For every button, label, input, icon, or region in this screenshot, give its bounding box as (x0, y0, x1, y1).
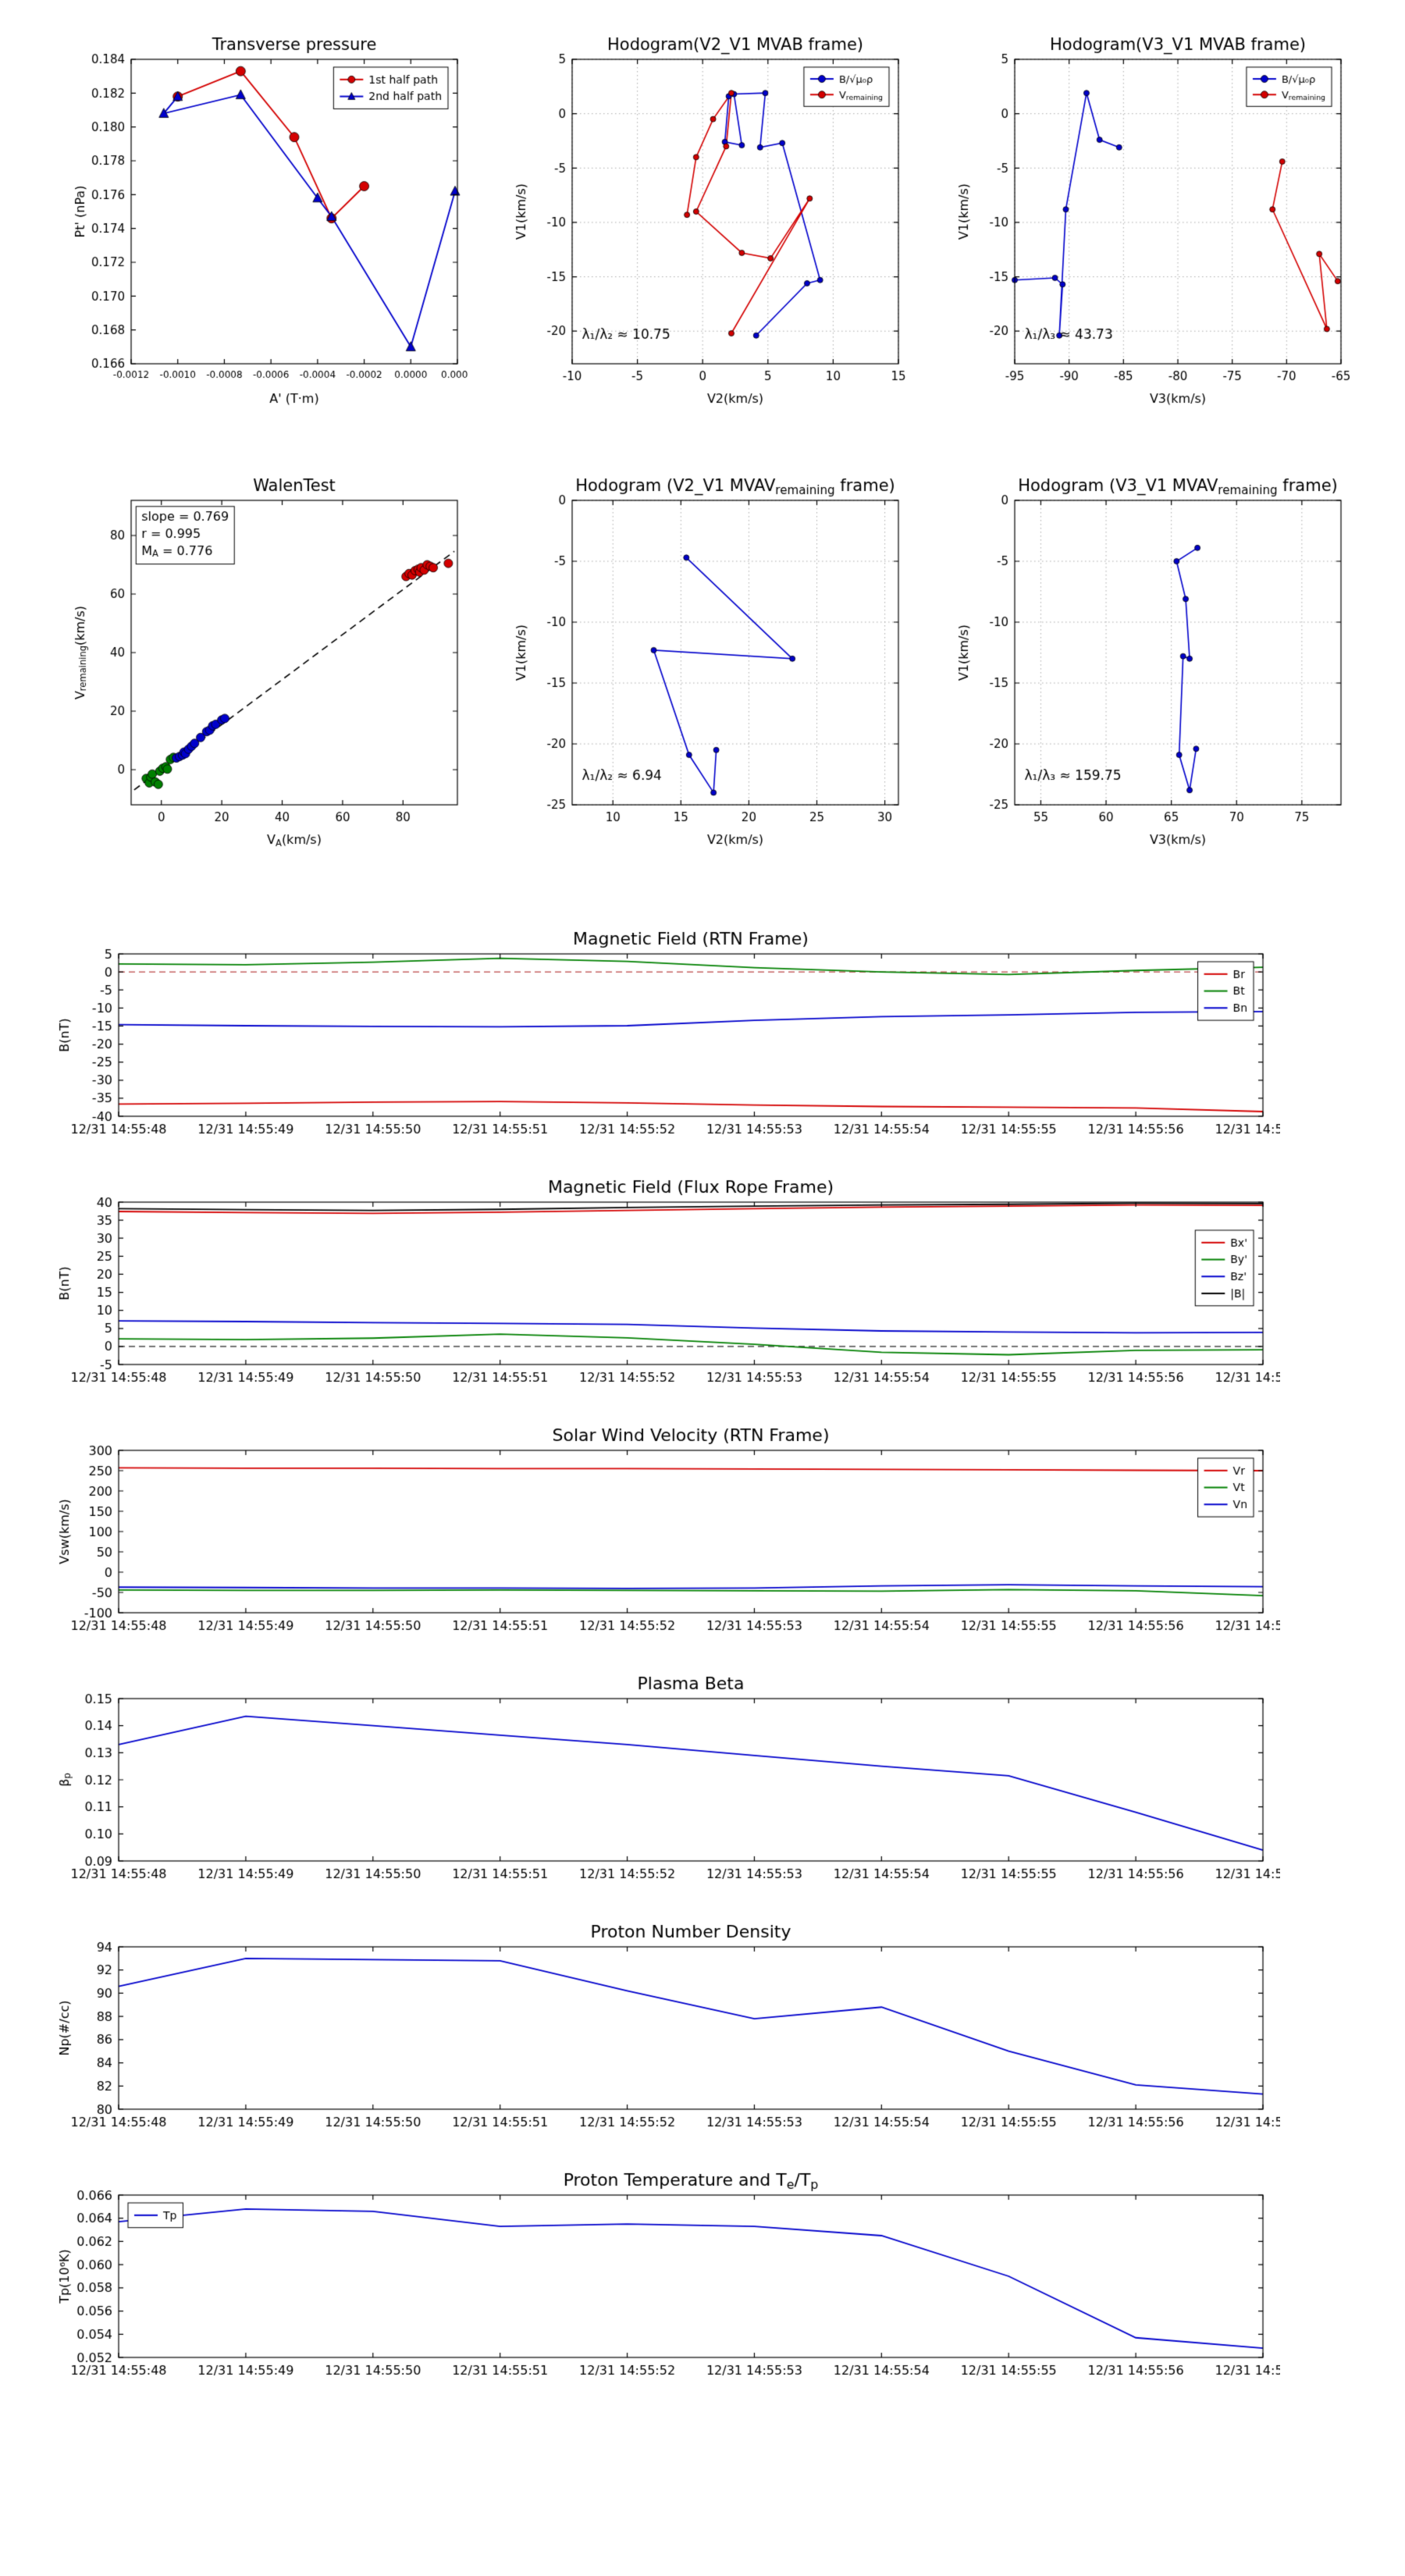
panel-magnetic-field-flux-rope (47, 1169, 1280, 1404)
panel-magnetic-field-rtn (47, 921, 1280, 1155)
panel-transverse-pressure (62, 22, 468, 412)
chart-magnetic-field-rtn (47, 921, 1280, 1155)
panel-solar-wind-velocity (47, 1418, 1280, 1652)
chart-hodogram-v2v1-mvav (503, 463, 909, 853)
chart-hodogram-v3v1-mvab (946, 22, 1352, 412)
panel-hodogram-v2v1-mvab (503, 22, 909, 412)
chart-walen-test (62, 463, 468, 853)
panel-proton-density (47, 1914, 1280, 2148)
panel-hodogram-v2v1-mvav (503, 463, 909, 853)
panel-walen-test (62, 463, 468, 853)
chart-hodogram-v3v1-mvav (946, 463, 1352, 853)
chart-plasma-beta (47, 1666, 1280, 1900)
panel-proton-temperature (47, 2162, 1280, 2396)
chart-solar-wind-velocity (47, 1418, 1280, 1652)
panel-plasma-beta (47, 1666, 1280, 1900)
chart-hodogram-v2v1-mvab (503, 22, 909, 412)
panel-hodogram-v3v1-mvav (946, 463, 1352, 853)
panel-hodogram-v3v1-mvab (946, 22, 1352, 412)
chart-magnetic-field-flux-rope (47, 1169, 1280, 1404)
chart-proton-density (47, 1914, 1280, 2148)
chart-transverse-pressure (62, 22, 468, 412)
chart-proton-temperature (47, 2162, 1280, 2396)
